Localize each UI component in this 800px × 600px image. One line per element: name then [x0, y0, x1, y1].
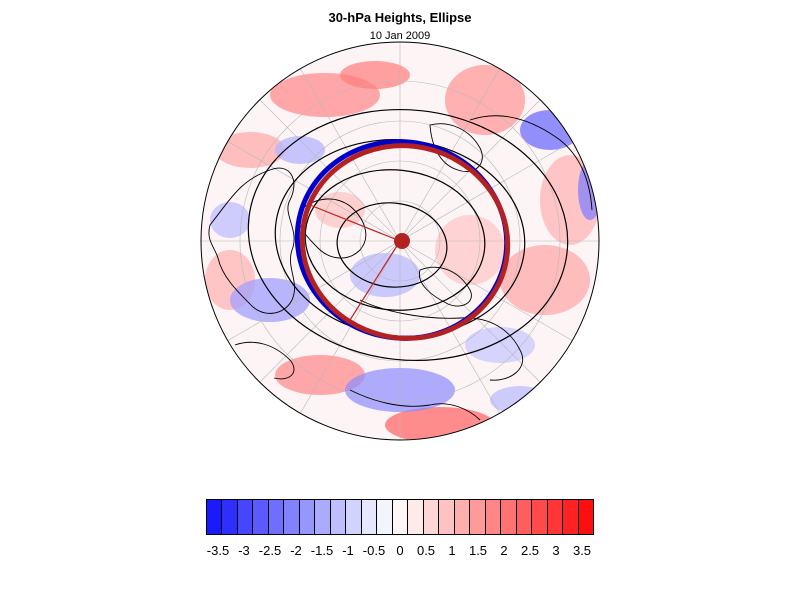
colorbar-tick-label: -0.5 — [362, 543, 386, 558]
ellipse-major-axis — [309, 204, 401, 242]
colorbar-tick-label: 3 — [552, 543, 560, 558]
map-boundary — [200, 41, 600, 441]
colorbar-tick-label: 3.5 — [572, 543, 592, 558]
colorbar-swatch — [222, 500, 238, 534]
colorbar-tick-label: 1 — [448, 543, 456, 558]
colorbar-tick-label: -2.5 — [258, 543, 282, 558]
colorbar-tick-label: 2.5 — [520, 543, 540, 558]
colorbar-tick-label: -2 — [290, 543, 302, 558]
colorbar-swatch — [516, 500, 533, 534]
colorbar-tick-label: 1.5 — [468, 543, 488, 558]
colorbar-swatch — [532, 500, 548, 534]
map-subtitle: 10 Jan 2009 — [369, 30, 431, 42]
colorbar-swatch — [237, 500, 254, 534]
colorbar-swatch — [284, 500, 300, 534]
ellipse-minor-axis — [349, 240, 401, 321]
colorbar-swatch — [299, 500, 316, 534]
colorbar-tick-label: -1.5 — [310, 543, 334, 558]
colorbar-swatch — [361, 500, 378, 534]
colorbar-swatch — [330, 500, 347, 534]
colorbar-tick-label: -1 — [342, 543, 354, 558]
colorbar-swatch — [253, 500, 269, 534]
colorbar-tick-label: 0 — [396, 543, 404, 558]
colorbar-tick-label: -3.5 — [206, 543, 230, 558]
colorbar-swatch — [485, 500, 502, 534]
colorbar-labels: -3.5 -3 -2.5 -2 -1.5 -1 -0.5 0 0.5 1 1.5 2 2.5 3 3.5 — [0, 543, 800, 561]
colorbar-swatch — [346, 500, 362, 534]
colorbar-swatch — [423, 500, 440, 534]
colorbar-tick-label: -3 — [238, 543, 250, 558]
vortex-centroid — [394, 233, 410, 249]
colorbar-swatch — [470, 500, 486, 534]
colorbar-tick-label: 0.5 — [416, 543, 436, 558]
colorbar — [206, 499, 594, 535]
colorbar-swatch — [207, 500, 223, 534]
colorbar-swatch — [563, 500, 579, 534]
colorbar-swatch — [547, 500, 564, 534]
colorbar-swatch — [454, 500, 471, 534]
colorbar-swatch — [377, 500, 393, 534]
colorbar-swatch — [268, 500, 285, 534]
colorbar-swatch — [501, 500, 517, 534]
fit-ellipse-red — [299, 143, 511, 341]
colorbar-swatch — [408, 500, 424, 534]
polar-map — [200, 41, 600, 441]
coastlines — [208, 115, 593, 421]
colorbar-swatch — [315, 500, 331, 534]
colorbar-swatch — [578, 500, 594, 534]
map-title: 30-hPa Heights, Ellipse — [328, 10, 472, 25]
colorbar-tick-label: 2 — [500, 543, 508, 558]
colorbar-swatch — [439, 500, 455, 534]
colorbar-swatch — [392, 500, 409, 534]
